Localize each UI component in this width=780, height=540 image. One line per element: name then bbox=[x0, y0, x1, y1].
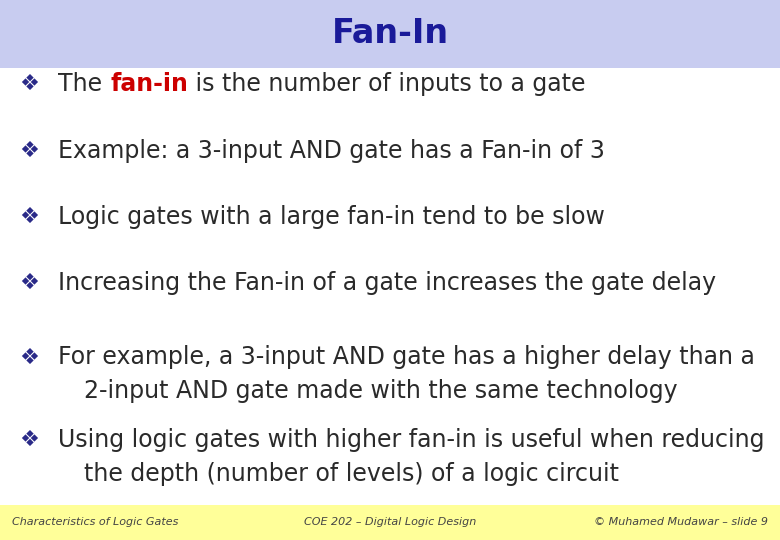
Text: Using logic gates with higher fan-in is useful when reducing: Using logic gates with higher fan-in is … bbox=[58, 428, 765, 452]
Text: fan-in: fan-in bbox=[110, 72, 188, 96]
FancyBboxPatch shape bbox=[0, 0, 780, 68]
Text: © Muhamed Mudawar – slide 9: © Muhamed Mudawar – slide 9 bbox=[594, 517, 768, 528]
FancyBboxPatch shape bbox=[0, 505, 780, 540]
Text: ❖: ❖ bbox=[20, 73, 40, 94]
Text: Fan-In: Fan-In bbox=[332, 17, 448, 50]
Text: Characteristics of Logic Gates: Characteristics of Logic Gates bbox=[12, 517, 178, 528]
Text: COE 202 – Digital Logic Design: COE 202 – Digital Logic Design bbox=[304, 517, 476, 528]
Text: the depth (number of levels) of a logic circuit: the depth (number of levels) of a logic … bbox=[84, 462, 619, 485]
Text: Increasing the Fan-in of a gate increases the gate delay: Increasing the Fan-in of a gate increase… bbox=[58, 271, 717, 295]
Text: The: The bbox=[58, 72, 110, 96]
Text: 2-input AND gate made with the same technology: 2-input AND gate made with the same tech… bbox=[84, 379, 678, 403]
Text: ❖: ❖ bbox=[20, 430, 40, 450]
Text: ❖: ❖ bbox=[20, 141, 40, 161]
Text: Example: a 3-input AND gate has a Fan-in of 3: Example: a 3-input AND gate has a Fan-in… bbox=[58, 139, 605, 163]
Text: ❖: ❖ bbox=[20, 273, 40, 293]
Text: For example, a 3-input AND gate has a higher delay than a: For example, a 3-input AND gate has a hi… bbox=[58, 346, 755, 369]
Text: is the number of inputs to a gate: is the number of inputs to a gate bbox=[188, 72, 586, 96]
Text: ❖: ❖ bbox=[20, 207, 40, 227]
Text: Logic gates with a large fan-in tend to be slow: Logic gates with a large fan-in tend to … bbox=[58, 205, 605, 229]
Text: ❖: ❖ bbox=[20, 347, 40, 368]
